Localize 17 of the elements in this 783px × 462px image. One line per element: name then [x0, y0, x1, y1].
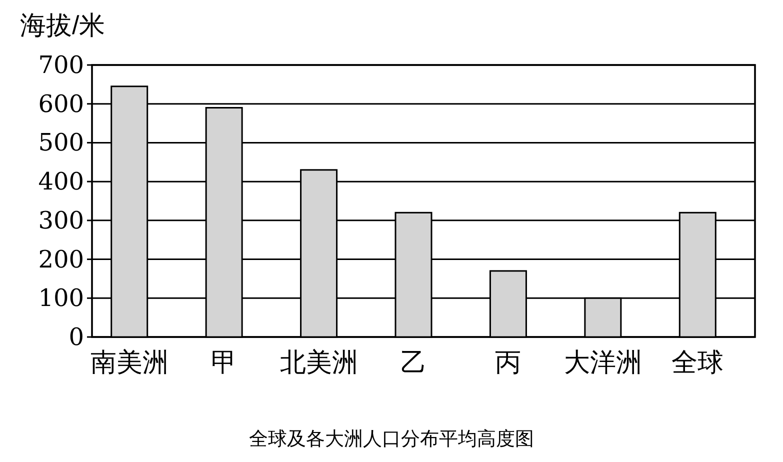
y-axis-title: 海拔/米 — [20, 10, 106, 40]
x-tick-label: 丙 — [495, 347, 522, 377]
y-tick-label: 100 — [38, 284, 84, 312]
x-tick-label: 乙 — [400, 347, 426, 377]
text: 全球及各大洲人口分布平均高度图 — [249, 428, 534, 450]
y-tick-label: 600 — [38, 90, 84, 118]
x-tick-label: 全球 — [672, 347, 724, 377]
y-tick-label: 700 — [38, 51, 84, 79]
y-tick-label: 0 — [68, 323, 84, 351]
y-tick-label: 200 — [38, 245, 84, 274]
y-tick-label: 400 — [38, 168, 84, 196]
x-tick-label: 北美洲 — [280, 347, 358, 377]
x-tick-label: 南美洲 — [90, 347, 168, 377]
y-tick-label: 300 — [38, 206, 84, 234]
y-tick-label: 500 — [38, 128, 84, 157]
x-tick-label: 大洋洲 — [564, 347, 642, 377]
x-tick-label: 甲 — [211, 347, 238, 377]
